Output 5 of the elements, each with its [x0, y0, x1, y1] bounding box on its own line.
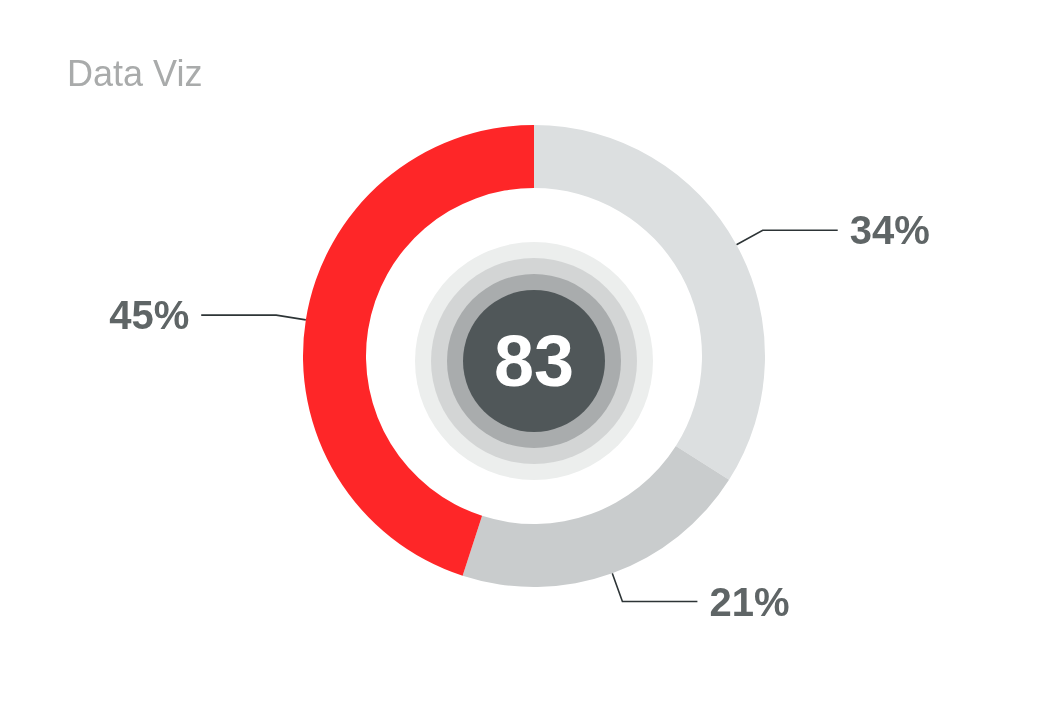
data-label: 21% [709, 579, 790, 624]
text: 83 [493, 321, 575, 401]
data-label: 34% [849, 208, 930, 253]
chart-title: Data Viz [67, 52, 203, 94]
data-label: 45% [109, 293, 190, 338]
